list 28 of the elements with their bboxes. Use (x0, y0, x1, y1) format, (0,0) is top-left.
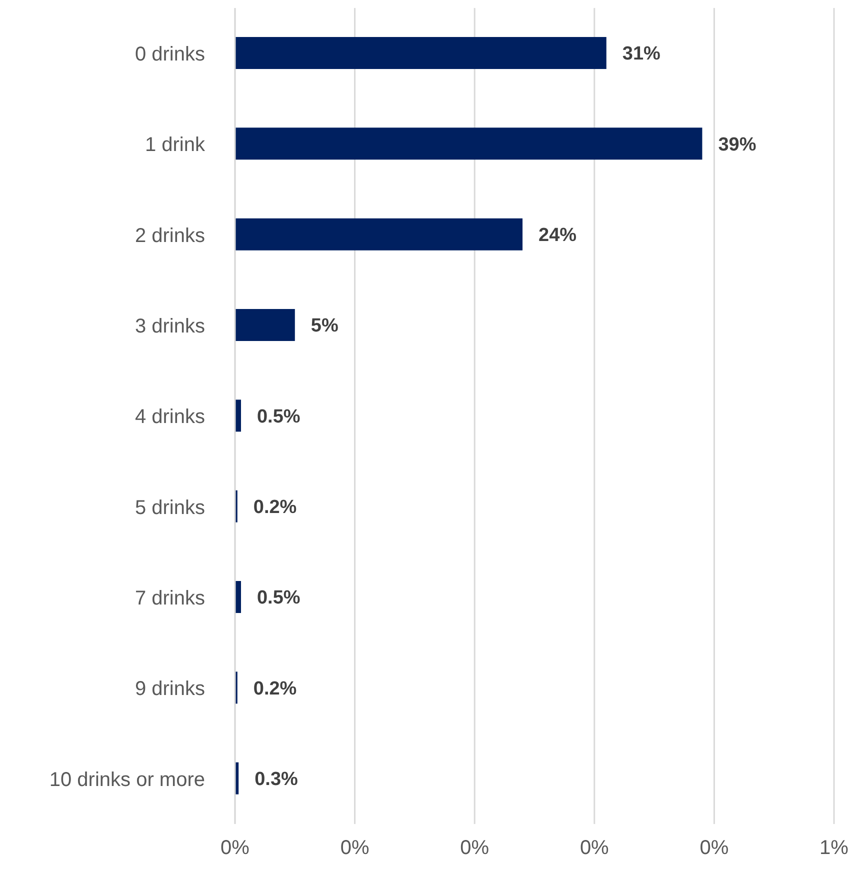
data-label: 0.2% (253, 678, 297, 700)
bar (235, 128, 702, 160)
y-tick-label: 0 drinks (134, 43, 205, 66)
text: 1% (820, 837, 849, 860)
y-tick-label: 1 drink (144, 134, 206, 156)
y-tick-label: 5 drinks (134, 496, 205, 519)
data-label: 0.2% (253, 497, 297, 518)
bar (235, 309, 295, 341)
y-tick-label: 3 drinks (134, 315, 205, 338)
y-tick-label: 2 drinks (134, 224, 205, 247)
y-tick-label: 4 drinks (134, 406, 205, 428)
data-label: 39% (718, 134, 756, 156)
y-tick-label: 7 drinks (134, 587, 205, 610)
data-label: 24% (538, 225, 577, 246)
data-label: 0.3% (254, 769, 298, 790)
y-tick-label: 9 drinks (134, 678, 205, 700)
data-label: 31% (622, 44, 661, 65)
data-label: 0.5% (256, 406, 300, 428)
text: 0% (460, 837, 490, 860)
text: 0% (700, 837, 729, 860)
data-label: 5% (310, 316, 338, 337)
text: 0% (580, 837, 610, 860)
text: 0% (340, 837, 370, 860)
data-label: 0.5% (256, 588, 300, 609)
bar (235, 37, 606, 69)
bar (235, 218, 523, 250)
y-tick-label: 10 drinks or more (49, 768, 205, 791)
text: 0% (220, 837, 250, 860)
